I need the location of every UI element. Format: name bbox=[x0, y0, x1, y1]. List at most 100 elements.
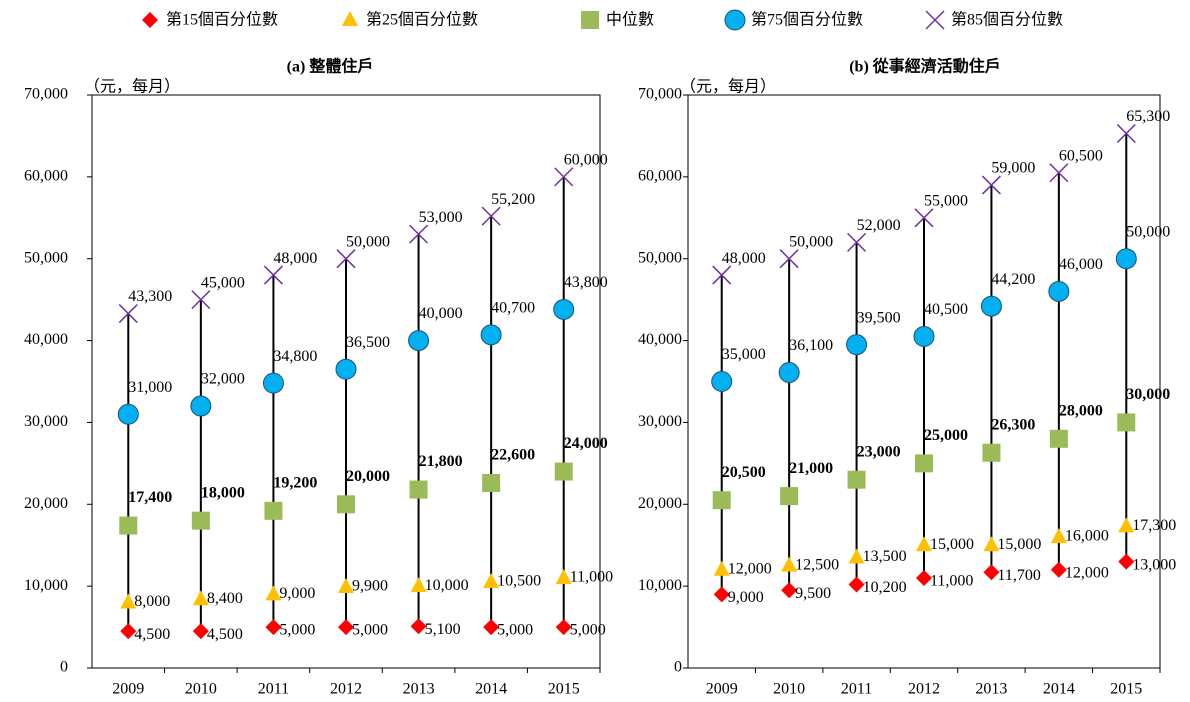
marker-square bbox=[337, 495, 355, 514]
data-label: 60,500 bbox=[1059, 147, 1103, 164]
x-tick-label: 2013 bbox=[975, 681, 1007, 698]
marker-triangle bbox=[983, 536, 1000, 552]
marker-circle bbox=[335, 358, 357, 380]
marker-x bbox=[779, 249, 799, 269]
marker-square bbox=[264, 501, 283, 520]
data-label: 53,000 bbox=[419, 209, 463, 226]
y-tick-label: 60,000 bbox=[638, 168, 682, 185]
data-label: 28,000 bbox=[1059, 402, 1103, 419]
legend-label: 中位數 bbox=[606, 11, 654, 29]
data-label: 44,200 bbox=[991, 271, 1035, 288]
marker-square bbox=[482, 474, 501, 493]
marker-circle bbox=[262, 372, 284, 394]
marker-circle bbox=[408, 330, 430, 352]
marker-x bbox=[481, 206, 501, 226]
data-label: 10,200 bbox=[863, 579, 907, 596]
data-label: 12,500 bbox=[795, 556, 839, 573]
marker-x bbox=[1049, 163, 1069, 183]
marker-diamond bbox=[983, 564, 1000, 581]
marker-x bbox=[554, 167, 574, 187]
marker-circle bbox=[480, 324, 502, 346]
plot-frame bbox=[687, 94, 1161, 669]
data-label: 35,000 bbox=[722, 346, 766, 363]
marker-x bbox=[925, 10, 945, 30]
marker-x bbox=[1116, 123, 1136, 144]
marker-diamond bbox=[410, 618, 427, 635]
data-label: 5,000 bbox=[352, 622, 388, 639]
marker-square bbox=[982, 443, 1001, 462]
data-label: 5,000 bbox=[279, 622, 315, 639]
chart-title: (b) 從事經濟活動住戶 bbox=[849, 57, 1001, 76]
data-label: 13,500 bbox=[863, 548, 907, 565]
data-label: 4,500 bbox=[134, 626, 170, 643]
marker-square bbox=[847, 470, 866, 489]
data-label: 8,400 bbox=[207, 590, 243, 607]
data-label: 40,000 bbox=[419, 305, 463, 322]
x-tick-label: 2010 bbox=[773, 681, 805, 698]
data-label: 13,000 bbox=[1132, 556, 1176, 573]
x-tick-label: 2012 bbox=[330, 681, 362, 698]
marker-triangle bbox=[1118, 517, 1135, 533]
x-tick-label: 2015 bbox=[1110, 681, 1142, 698]
marker-circle bbox=[980, 295, 1002, 317]
data-label: 16,000 bbox=[1065, 528, 1109, 545]
marker-circle bbox=[117, 403, 139, 425]
data-label: 34,800 bbox=[273, 348, 317, 365]
y-tick-label: 70,000 bbox=[24, 86, 68, 103]
data-label: 24,000 bbox=[564, 435, 608, 452]
marker-triangle bbox=[192, 590, 209, 606]
data-label: 11,700 bbox=[997, 567, 1040, 584]
data-label: 10,000 bbox=[425, 577, 469, 594]
data-label: 26,300 bbox=[991, 416, 1035, 433]
data-label: 20,500 bbox=[722, 464, 766, 481]
marker-x bbox=[263, 265, 283, 285]
marker-diamond bbox=[142, 12, 158, 28]
marker-triangle bbox=[1050, 528, 1067, 544]
data-label: 10,500 bbox=[497, 573, 541, 590]
legend-label: 第15個百分位數 bbox=[166, 11, 278, 29]
marker-diamond bbox=[1050, 561, 1067, 578]
marker-square bbox=[712, 491, 731, 510]
y-tick-label: 10,000 bbox=[24, 577, 68, 594]
marker-diamond bbox=[1118, 553, 1135, 570]
data-label: 60,000 bbox=[564, 152, 608, 169]
data-label: 17,300 bbox=[1132, 517, 1176, 534]
marker-triangle bbox=[338, 577, 354, 593]
marker-square bbox=[1049, 429, 1068, 448]
data-label: 11,000 bbox=[930, 573, 973, 590]
data-label: 5,000 bbox=[497, 622, 533, 639]
data-label: 9,000 bbox=[728, 589, 764, 606]
y-tick-label: 60,000 bbox=[24, 168, 68, 185]
data-label: 30,000 bbox=[1126, 386, 1170, 403]
y-tick-label: 30,000 bbox=[638, 413, 682, 430]
marker-diamond bbox=[916, 569, 932, 586]
marker-diamond bbox=[338, 619, 354, 636]
data-label: 11,000 bbox=[570, 569, 613, 586]
marker-diamond bbox=[192, 623, 209, 640]
y-axis-label: （元，每月） bbox=[84, 78, 180, 96]
x-tick-label: 2015 bbox=[548, 681, 580, 698]
marker-x bbox=[981, 175, 1001, 195]
marker-square bbox=[581, 11, 599, 29]
marker-square bbox=[119, 516, 138, 535]
data-label: 45,000 bbox=[201, 274, 245, 291]
data-label: 43,300 bbox=[128, 288, 172, 305]
marker-triangle bbox=[916, 536, 932, 552]
x-tick-label: 2009 bbox=[706, 681, 738, 698]
data-label: 52,000 bbox=[857, 217, 901, 234]
data-label: 5,000 bbox=[570, 622, 606, 639]
legend-label: 第25個百分位數 bbox=[366, 11, 478, 29]
marker-square bbox=[1117, 413, 1136, 432]
legend-label: 第75個百分位數 bbox=[751, 11, 863, 29]
y-tick-label: 40,000 bbox=[24, 331, 68, 348]
legend-label: 第85個百分位數 bbox=[951, 11, 1063, 29]
data-label: 9,000 bbox=[279, 585, 315, 602]
data-label: 55,200 bbox=[491, 191, 535, 208]
marker-circle bbox=[1048, 280, 1070, 302]
marker-circle bbox=[778, 361, 800, 383]
marker-diamond bbox=[265, 619, 282, 636]
marker-triangle bbox=[848, 548, 865, 564]
data-label: 21,000 bbox=[789, 460, 833, 477]
data-label: 15,000 bbox=[997, 536, 1041, 553]
